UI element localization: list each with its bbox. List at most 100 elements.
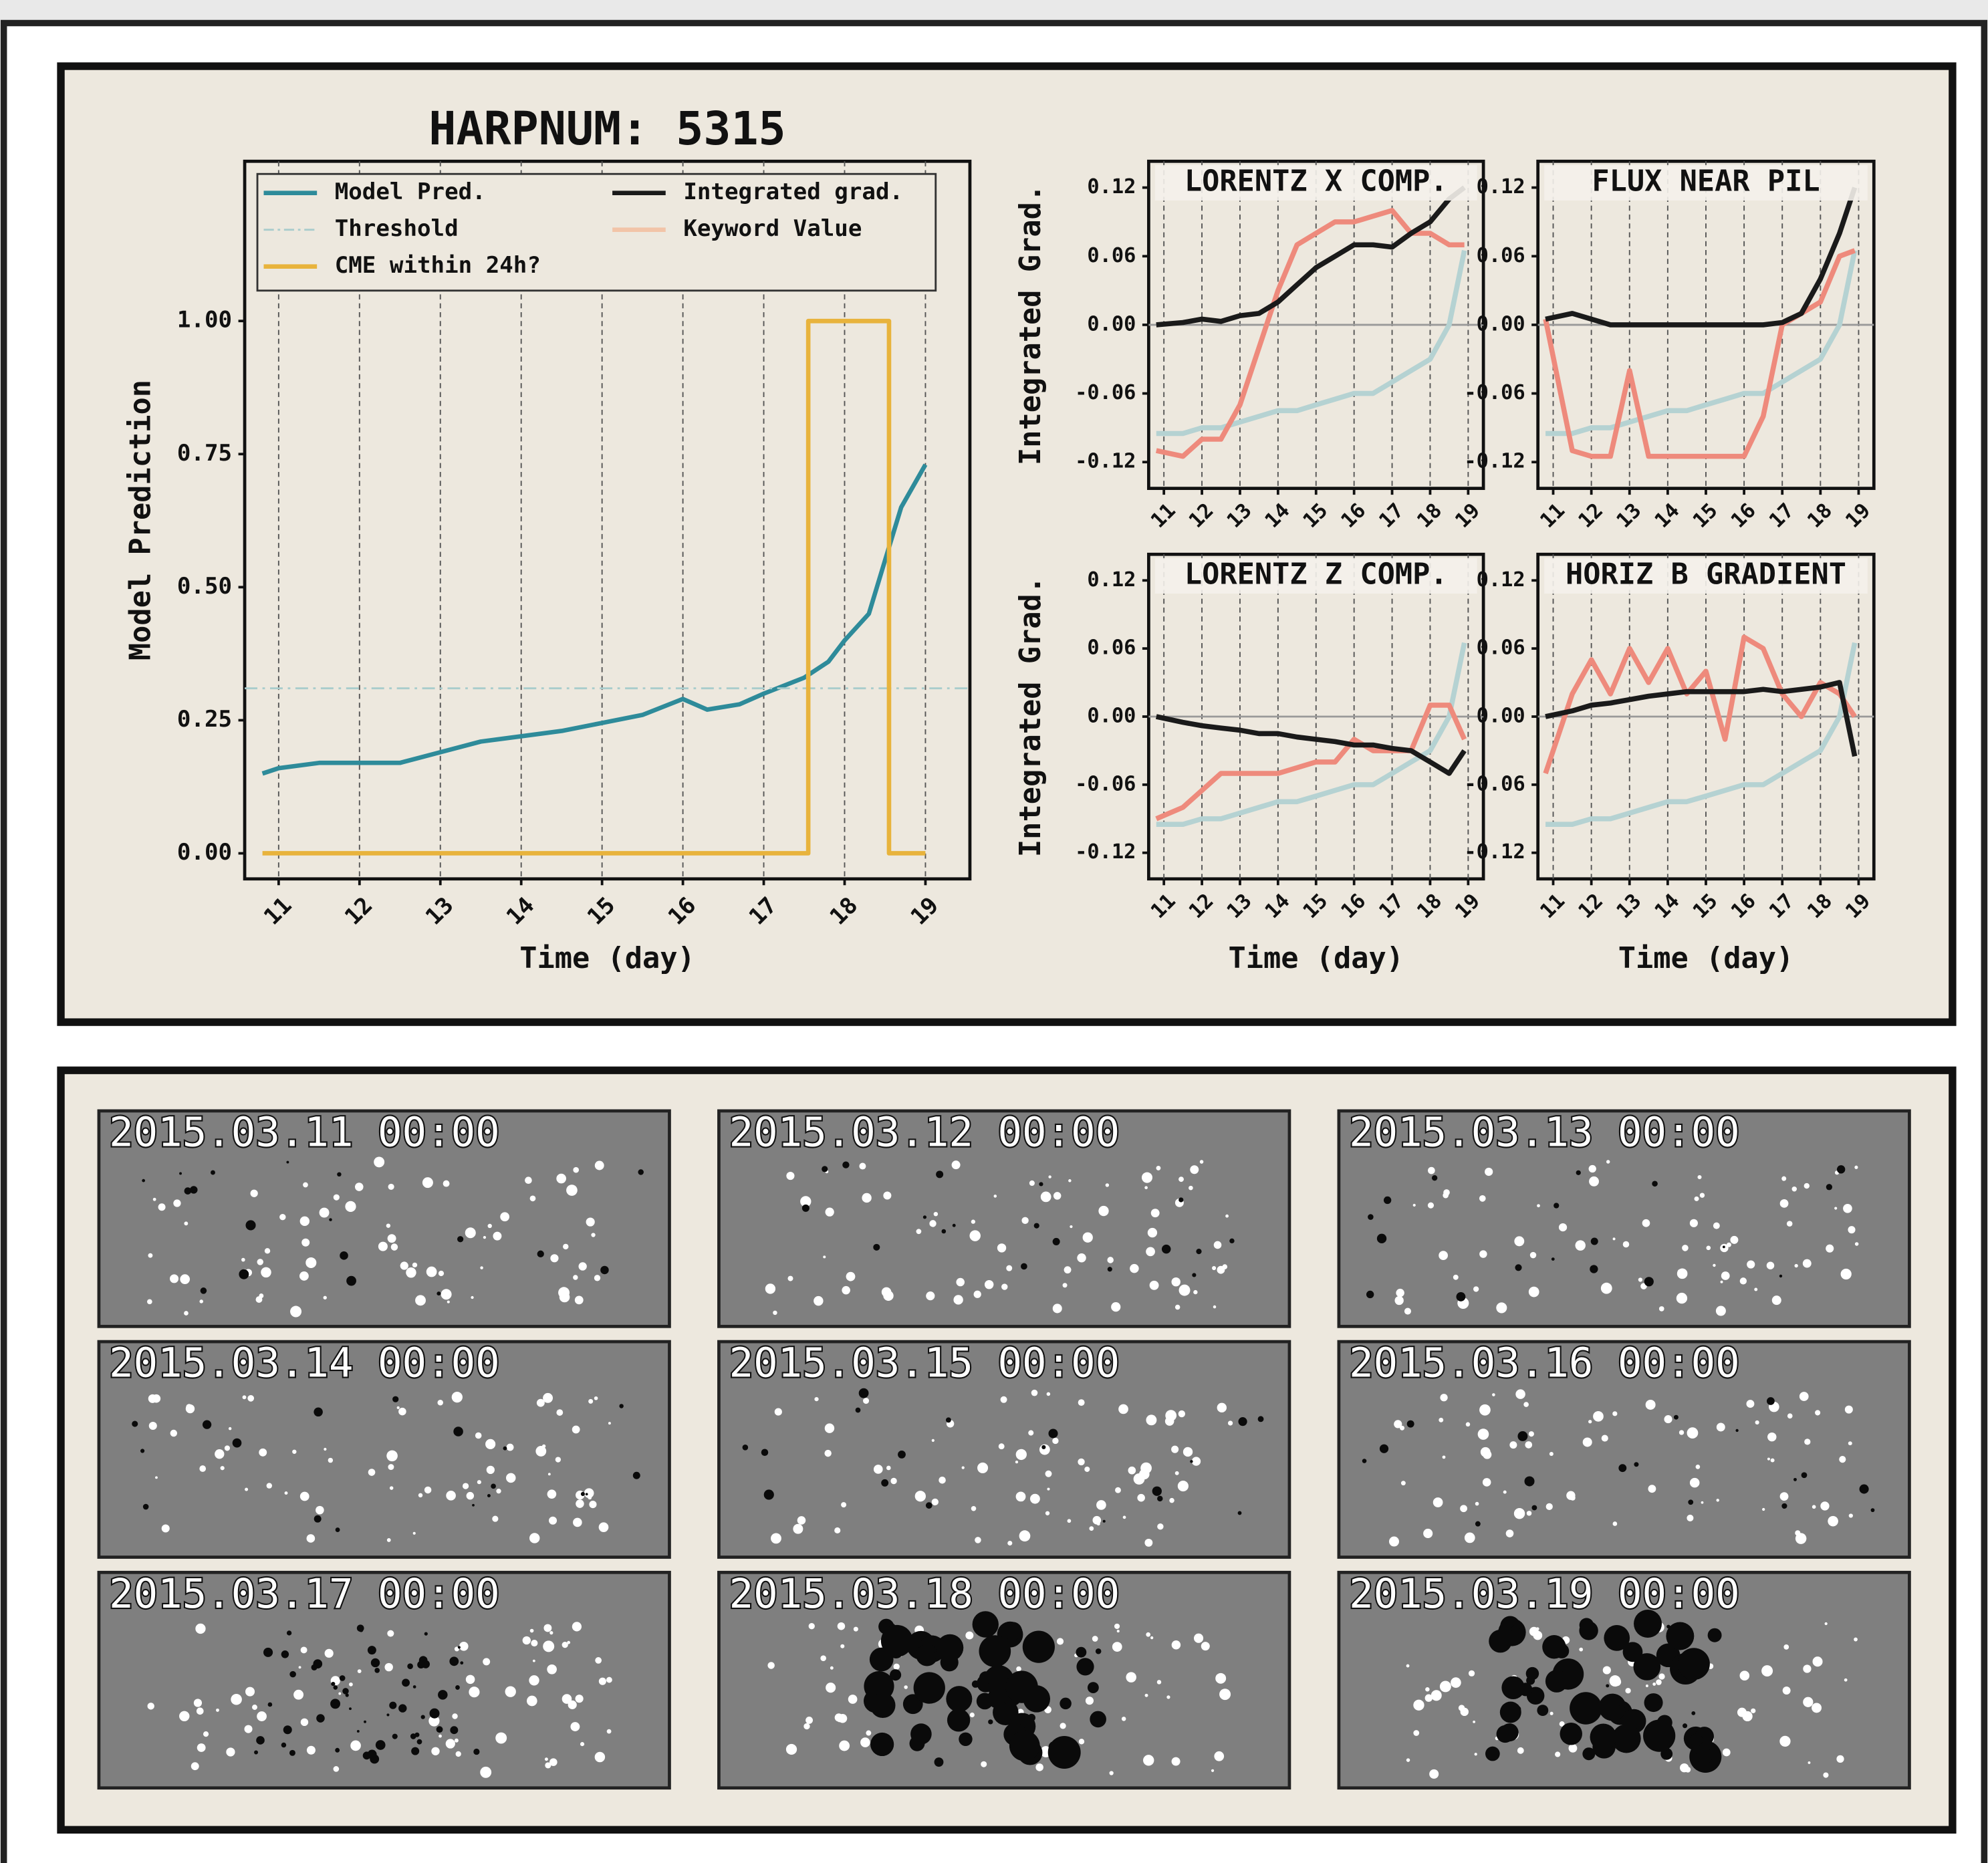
y-tick-label: -0.12 bbox=[1075, 450, 1136, 473]
field-white bbox=[279, 1213, 286, 1221]
field-white bbox=[1706, 1245, 1711, 1251]
field-black bbox=[202, 1420, 212, 1429]
field-white bbox=[245, 1487, 249, 1491]
field-white bbox=[1166, 1695, 1170, 1699]
field-black bbox=[330, 1699, 341, 1709]
field-black bbox=[913, 1672, 945, 1704]
field-white bbox=[549, 1758, 557, 1766]
field-white bbox=[338, 1692, 342, 1695]
field-black bbox=[491, 1483, 496, 1489]
field-white bbox=[1779, 1735, 1791, 1747]
field-white bbox=[1761, 1665, 1773, 1677]
field-white bbox=[578, 1262, 587, 1271]
field-black bbox=[1801, 1472, 1808, 1479]
field-white bbox=[316, 1505, 324, 1515]
field-white bbox=[1791, 1187, 1797, 1192]
field-white bbox=[1812, 1656, 1823, 1667]
field-white bbox=[971, 1505, 977, 1511]
field-white bbox=[193, 1699, 203, 1707]
field-white bbox=[859, 1162, 866, 1170]
field-white bbox=[169, 1274, 179, 1283]
field-white bbox=[1479, 1195, 1486, 1202]
field-black bbox=[1551, 1257, 1555, 1261]
series-line bbox=[1155, 714, 1467, 776]
field-black bbox=[1238, 1417, 1247, 1426]
field-white bbox=[594, 1160, 604, 1170]
field-white bbox=[1427, 1202, 1435, 1209]
field-white bbox=[1826, 1244, 1834, 1253]
field-white bbox=[350, 1740, 361, 1751]
field-white bbox=[1767, 1432, 1777, 1442]
field-black bbox=[600, 1265, 609, 1275]
field-white bbox=[975, 1537, 981, 1543]
series-line bbox=[1155, 208, 1465, 459]
field-white bbox=[324, 1447, 327, 1451]
field-white bbox=[1513, 1507, 1525, 1519]
field-black bbox=[339, 1675, 346, 1681]
field-white bbox=[1045, 1511, 1050, 1515]
field-white bbox=[1031, 1389, 1038, 1396]
field-black bbox=[1524, 1476, 1535, 1487]
field-white bbox=[493, 1231, 502, 1241]
field-white bbox=[1767, 1457, 1770, 1461]
y-tick-label: 0.50 bbox=[177, 573, 232, 600]
field-white bbox=[916, 1229, 922, 1235]
field-white bbox=[471, 1295, 474, 1299]
magnetogram-frame bbox=[717, 1570, 1291, 1790]
field-black bbox=[1022, 1630, 1055, 1663]
field-white bbox=[1676, 1292, 1688, 1304]
title-box bbox=[1154, 557, 1477, 594]
field-white bbox=[1848, 1226, 1856, 1234]
field-black bbox=[1590, 1265, 1598, 1273]
field-white bbox=[793, 1523, 803, 1534]
field-white bbox=[388, 1183, 394, 1191]
field-white bbox=[242, 1395, 247, 1400]
field-black bbox=[1107, 1267, 1112, 1272]
field-white bbox=[1052, 1437, 1059, 1445]
field-white bbox=[860, 1737, 870, 1747]
field-white bbox=[1645, 1399, 1656, 1410]
field-black bbox=[1644, 1693, 1663, 1713]
field-white bbox=[977, 1462, 989, 1473]
field-white bbox=[522, 1636, 531, 1645]
field-black bbox=[1678, 1648, 1710, 1681]
field-white bbox=[1528, 1431, 1534, 1437]
field-white bbox=[1781, 1176, 1787, 1181]
field-white bbox=[252, 1705, 257, 1710]
field-white bbox=[1795, 1533, 1807, 1544]
field-black bbox=[1525, 1666, 1539, 1681]
field-white bbox=[544, 1757, 548, 1761]
field-white bbox=[386, 1223, 391, 1228]
field-white bbox=[1092, 1515, 1102, 1525]
field-white bbox=[1085, 1697, 1094, 1705]
field-white bbox=[506, 1443, 514, 1451]
field-white bbox=[589, 1501, 597, 1509]
series-line bbox=[1545, 642, 1858, 828]
field-white bbox=[1078, 1458, 1085, 1466]
field-white bbox=[1579, 1647, 1584, 1652]
field-black bbox=[972, 1611, 999, 1638]
field-white bbox=[1394, 1420, 1402, 1429]
field-black bbox=[1431, 1174, 1438, 1181]
field-black bbox=[1554, 1203, 1560, 1209]
field-white bbox=[543, 1640, 555, 1652]
field-white bbox=[1423, 1528, 1433, 1539]
field-white bbox=[1144, 1693, 1148, 1697]
magnetogram-frame bbox=[1337, 1109, 1911, 1328]
y-tick-label: 0.12 bbox=[1477, 175, 1525, 199]
field-white bbox=[1834, 1207, 1838, 1210]
field-white bbox=[496, 1489, 501, 1494]
field-black bbox=[619, 1404, 624, 1408]
field-black bbox=[822, 1166, 828, 1172]
magnetogram-timestamp: 2015.03.17 00:00 bbox=[109, 1571, 500, 1618]
field-black bbox=[1161, 1244, 1171, 1254]
y-axis-label: Model Prediction bbox=[124, 380, 157, 660]
field-white bbox=[388, 1464, 394, 1471]
field-black bbox=[979, 1671, 993, 1685]
field-black bbox=[909, 1735, 925, 1751]
field-black bbox=[473, 1748, 480, 1755]
field-black bbox=[936, 1170, 944, 1178]
field-black bbox=[1475, 1521, 1481, 1527]
field-black bbox=[1383, 1196, 1392, 1205]
field-white bbox=[1046, 1392, 1051, 1396]
